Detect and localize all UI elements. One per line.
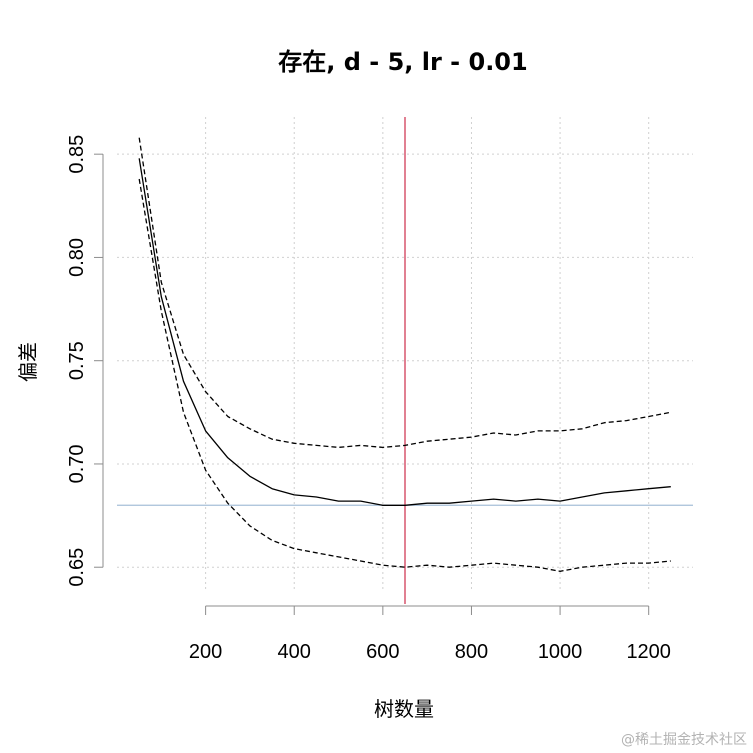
grid-lines <box>117 117 693 592</box>
x-tick-label-0: 200 <box>189 641 222 663</box>
y-axis-label: 偏差 <box>16 342 40 382</box>
bound-line-2 <box>138 178 671 572</box>
x-tick-label-5: 1200 <box>626 641 671 663</box>
y-tick-label-2: 0.75 <box>66 341 88 380</box>
y-tick-label-0: 0.65 <box>66 548 88 587</box>
x-tick-label-3: 800 <box>455 641 488 663</box>
watermark: @稀土掘金技术社区 <box>621 732 747 748</box>
mean-line-0 <box>138 158 671 506</box>
y-tick-label-4: 0.85 <box>66 135 88 174</box>
x-tick-label-4: 1000 <box>538 641 583 663</box>
x-tick-label-2: 600 <box>366 641 399 663</box>
bound-line-1 <box>138 137 671 449</box>
axes: 200 400 600 800 1000 1200 0.65 0.70 0.75 0.80 0.85 <box>66 135 671 663</box>
plot-area <box>117 117 693 604</box>
x-axis-label: 树数量 <box>374 697 434 721</box>
y-tick-label-3: 0.80 <box>66 238 88 277</box>
y-tick-label-1: 0.70 <box>66 444 88 483</box>
x-tick-label-1: 400 <box>278 641 311 663</box>
chart-title: 存在, d - 5, lr - 0.01 <box>278 48 527 76</box>
